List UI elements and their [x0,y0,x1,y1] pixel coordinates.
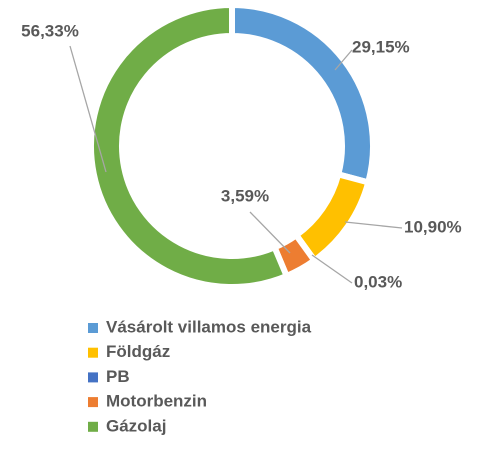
data-label: 29,15% [352,37,410,56]
leader-line [344,221,403,229]
leader-line [311,254,353,284]
donut-slice [229,1,376,187]
data-label: 0,03% [354,272,402,291]
data-label: 10,90% [404,217,462,236]
donut-slice [88,1,291,290]
legend-swatch [88,397,98,408]
legend-label: Vásárolt villamos energia [106,317,312,336]
legend-label: Motorbenzin [106,392,207,411]
legend-label: Gázolaj [106,416,166,435]
legend-swatch [88,421,98,432]
legend-label: Földgáz [106,342,170,361]
data-label: 3,59% [221,186,269,205]
data-label: 56,33% [21,21,79,40]
leader-line [249,211,291,254]
leader-line [334,49,353,71]
legend-swatch [88,347,98,358]
leader-line [69,45,107,173]
legend-label: PB [106,367,130,386]
legend-swatch [88,372,98,383]
legend-swatch [88,323,98,333]
